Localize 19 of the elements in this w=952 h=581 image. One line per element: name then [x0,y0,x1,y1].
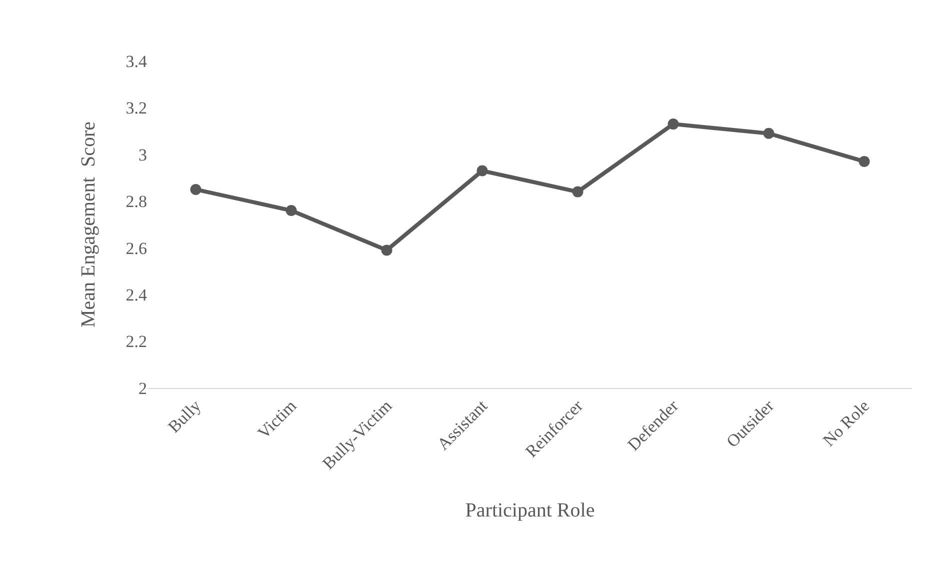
point [572,186,584,198]
y-tick-label: 2.4 [126,286,148,305]
point [668,118,679,130]
point [858,156,870,167]
y-axis-title: Mean Engagement Score [77,121,100,328]
y-tick-label: 3.2 [126,98,147,118]
point [286,204,297,216]
y-tick-label: 3.4 [126,52,148,71]
y-tick-label: 3 [138,145,147,164]
point [190,184,202,195]
x-axis-title: Participant Role [465,500,595,522]
y-tick-label: 2.2 [126,332,147,352]
point [381,244,392,256]
y-tick-label: 2.8 [126,192,147,212]
point [763,128,774,139]
y-tick-label: 2.6 [126,238,147,258]
y-tick-label: 2 [138,378,147,398]
point [476,165,488,176]
x-tick-label: No Role [819,396,874,450]
